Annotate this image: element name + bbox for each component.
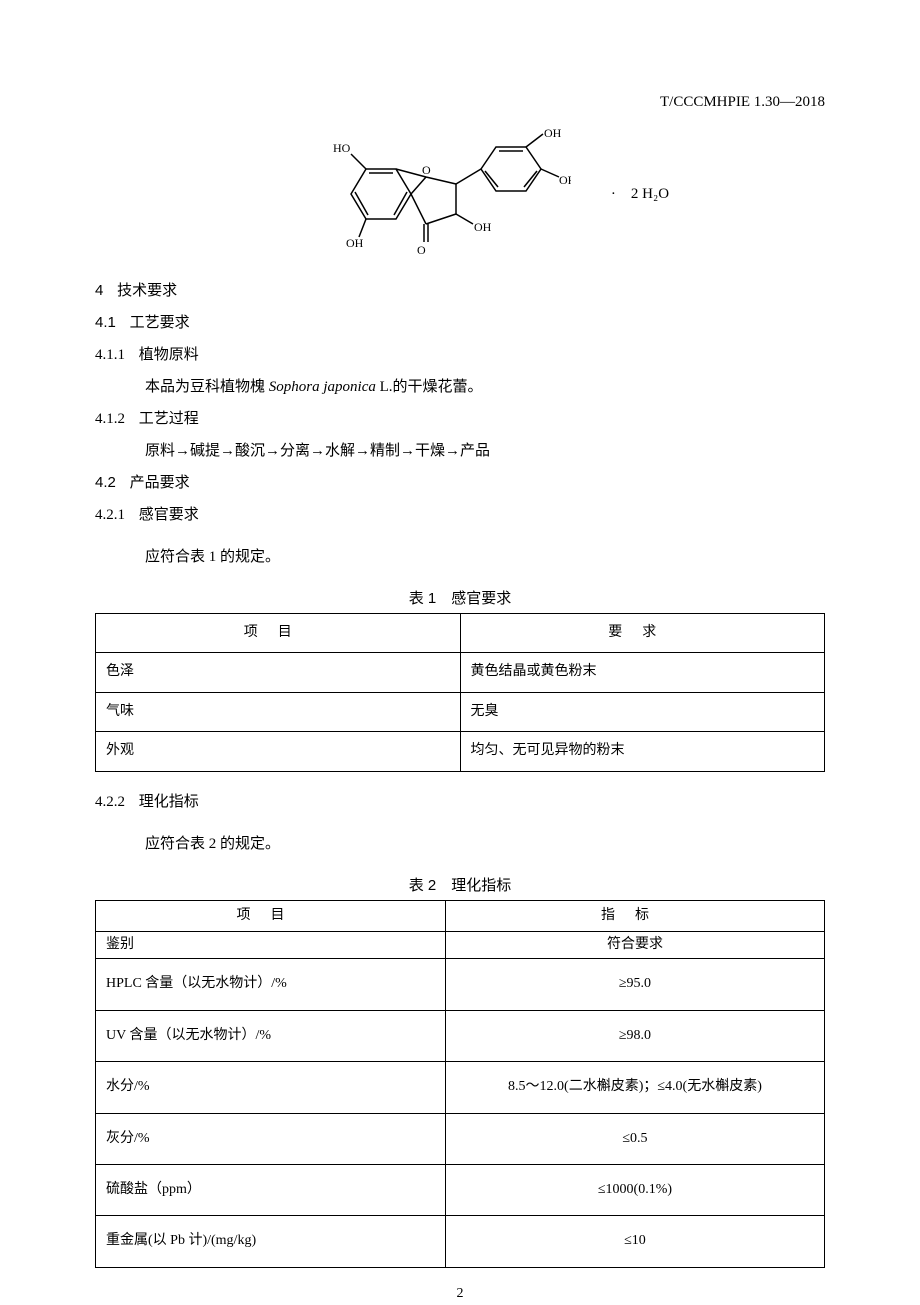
caption-num: 表 2 xyxy=(409,877,437,894)
section-4-1-2: 4.1.2 工艺过程 xyxy=(95,407,825,431)
body-text-421: 应符合表 1 的规定。 xyxy=(145,545,825,569)
latin-name: Sophora japonica xyxy=(269,379,376,395)
table-cell: 8.5～12.0(二水槲皮素)；≤4.0(无水槲皮素) xyxy=(445,1062,824,1113)
text-prefix: 本品为豆科植物槐 xyxy=(145,379,269,395)
body-text-422: 应符合表 2 的规定。 xyxy=(145,832,825,856)
table-row: 鉴别符合要求 xyxy=(96,931,825,958)
table-row: 硫酸盐（ppm）≤1000(0.1%) xyxy=(96,1164,825,1215)
svg-text:O: O xyxy=(422,163,431,177)
svg-text:HO: HO xyxy=(333,141,351,155)
table-row: 气味无臭 xyxy=(96,692,825,731)
caption-title: 理化指标 xyxy=(451,877,511,894)
text-suffix: L.的干燥花蕾。 xyxy=(376,379,483,395)
section-title: 产品要求 xyxy=(130,474,190,491)
table-header: 要求 xyxy=(460,614,825,653)
table-cell: 黄色结晶或黄色粉末 xyxy=(460,653,825,692)
body-text-411: 本品为豆科植物槐 Sophora japonica L.的干燥花蕾。 xyxy=(145,375,825,399)
table-row: HPLC 含量（以无水物计）/%≥95.0 xyxy=(96,959,825,1010)
table-cell: 鉴别 xyxy=(96,931,446,958)
table-header: 项目 xyxy=(96,614,461,653)
table-physchem: 项目 指标 鉴别符合要求 HPLC 含量（以无水物计）/%≥95.0 UV 含量… xyxy=(95,900,825,1268)
table-cell: ≥98.0 xyxy=(445,1010,824,1061)
table-cell: 灰分/% xyxy=(96,1113,446,1164)
section-4: 4 技术要求 xyxy=(95,279,825,303)
table-row: 水分/%8.5～12.0(二水槲皮素)；≤4.0(无水槲皮素) xyxy=(96,1062,825,1113)
table-cell: 符合要求 xyxy=(445,931,824,958)
table-cell: ≥95.0 xyxy=(445,959,824,1010)
table-cell: HPLC 含量（以无水物计）/% xyxy=(96,959,446,1010)
section-4-2-2: 4.2.2 理化指标 xyxy=(95,790,825,814)
section-title: 工艺要求 xyxy=(130,314,190,331)
section-4-2: 4.2 产品要求 xyxy=(95,471,825,495)
table-header-row: 项目 要求 xyxy=(96,614,825,653)
table-header: 项目 xyxy=(96,900,446,931)
table-row: 重金属(以 Pb 计)/(mg/kg)≤10 xyxy=(96,1216,825,1267)
table-row: 灰分/%≤0.5 xyxy=(96,1113,825,1164)
svg-text:O: O xyxy=(417,243,426,257)
table-cell: ≤1000(0.1%) xyxy=(445,1164,824,1215)
section-title: 理化指标 xyxy=(139,793,199,810)
table-cell: 硫酸盐（ppm） xyxy=(96,1164,446,1215)
svg-text:OH: OH xyxy=(544,129,562,140)
section-num: 4.2 xyxy=(95,474,116,491)
standard-code: T/CCCMHPIE 1.30—2018 xyxy=(95,90,825,114)
svg-text:OH: OH xyxy=(559,173,571,187)
section-4-2-1: 4.2.1 感官要求 xyxy=(95,503,825,527)
table-cell: 外观 xyxy=(96,732,461,771)
section-title: 技术要求 xyxy=(117,282,177,299)
section-num: 4.1 xyxy=(95,314,116,331)
section-num: 4.1.2 xyxy=(95,411,125,427)
section-num: 4 xyxy=(95,282,103,299)
table-sensory: 项目 要求 色泽黄色结晶或黄色粉末 气味无臭 外观均匀、无可见异物的粉末 xyxy=(95,613,825,772)
body-text-412: 原料→碱提→酸沉→分离→水解→精制→干燥→产品 xyxy=(145,439,825,463)
table-cell: 色泽 xyxy=(96,653,461,692)
section-4-1-1: 4.1.1 植物原料 xyxy=(95,343,825,367)
svg-text:OH: OH xyxy=(474,220,492,234)
section-num: 4.2.2 xyxy=(95,794,125,810)
table1-caption: 表 1 感官要求 xyxy=(95,587,825,611)
chemical-structure-row: HO OH O OH OH OH O · 2 H₂O xyxy=(155,129,825,259)
table-header-row: 项目 指标 xyxy=(96,900,825,931)
caption-title: 感官要求 xyxy=(451,590,511,607)
table-cell: 均匀、无可见异物的粉末 xyxy=(460,732,825,771)
quercetin-structure-icon: HO OH O OH OH OH O xyxy=(311,129,571,259)
table-cell: 重金属(以 Pb 计)/(mg/kg) xyxy=(96,1216,446,1267)
table-row: 外观均匀、无可见异物的粉末 xyxy=(96,732,825,771)
svg-text:OH: OH xyxy=(346,236,364,250)
hydrate-label: · 2 H₂O xyxy=(611,182,669,206)
table2-caption: 表 2 理化指标 xyxy=(95,874,825,898)
table-cell: 气味 xyxy=(96,692,461,731)
table-cell: ≤10 xyxy=(445,1216,824,1267)
table-cell: 水分/% xyxy=(96,1062,446,1113)
section-title: 植物原料 xyxy=(139,346,199,363)
table-cell: UV 含量（以无水物计）/% xyxy=(96,1010,446,1061)
section-num: 4.1.1 xyxy=(95,347,125,363)
table-row: UV 含量（以无水物计）/%≥98.0 xyxy=(96,1010,825,1061)
table-cell: 无臭 xyxy=(460,692,825,731)
section-num: 4.2.1 xyxy=(95,507,125,523)
table-header: 指标 xyxy=(445,900,824,931)
hydrate-text: 2 H₂O xyxy=(631,182,669,206)
section-title: 工艺过程 xyxy=(139,410,199,427)
section-4-1: 4.1 工艺要求 xyxy=(95,311,825,335)
caption-num: 表 1 xyxy=(409,590,437,607)
section-title: 感官要求 xyxy=(139,506,199,523)
table-cell: ≤0.5 xyxy=(445,1113,824,1164)
table-row: 色泽黄色结晶或黄色粉末 xyxy=(96,653,825,692)
